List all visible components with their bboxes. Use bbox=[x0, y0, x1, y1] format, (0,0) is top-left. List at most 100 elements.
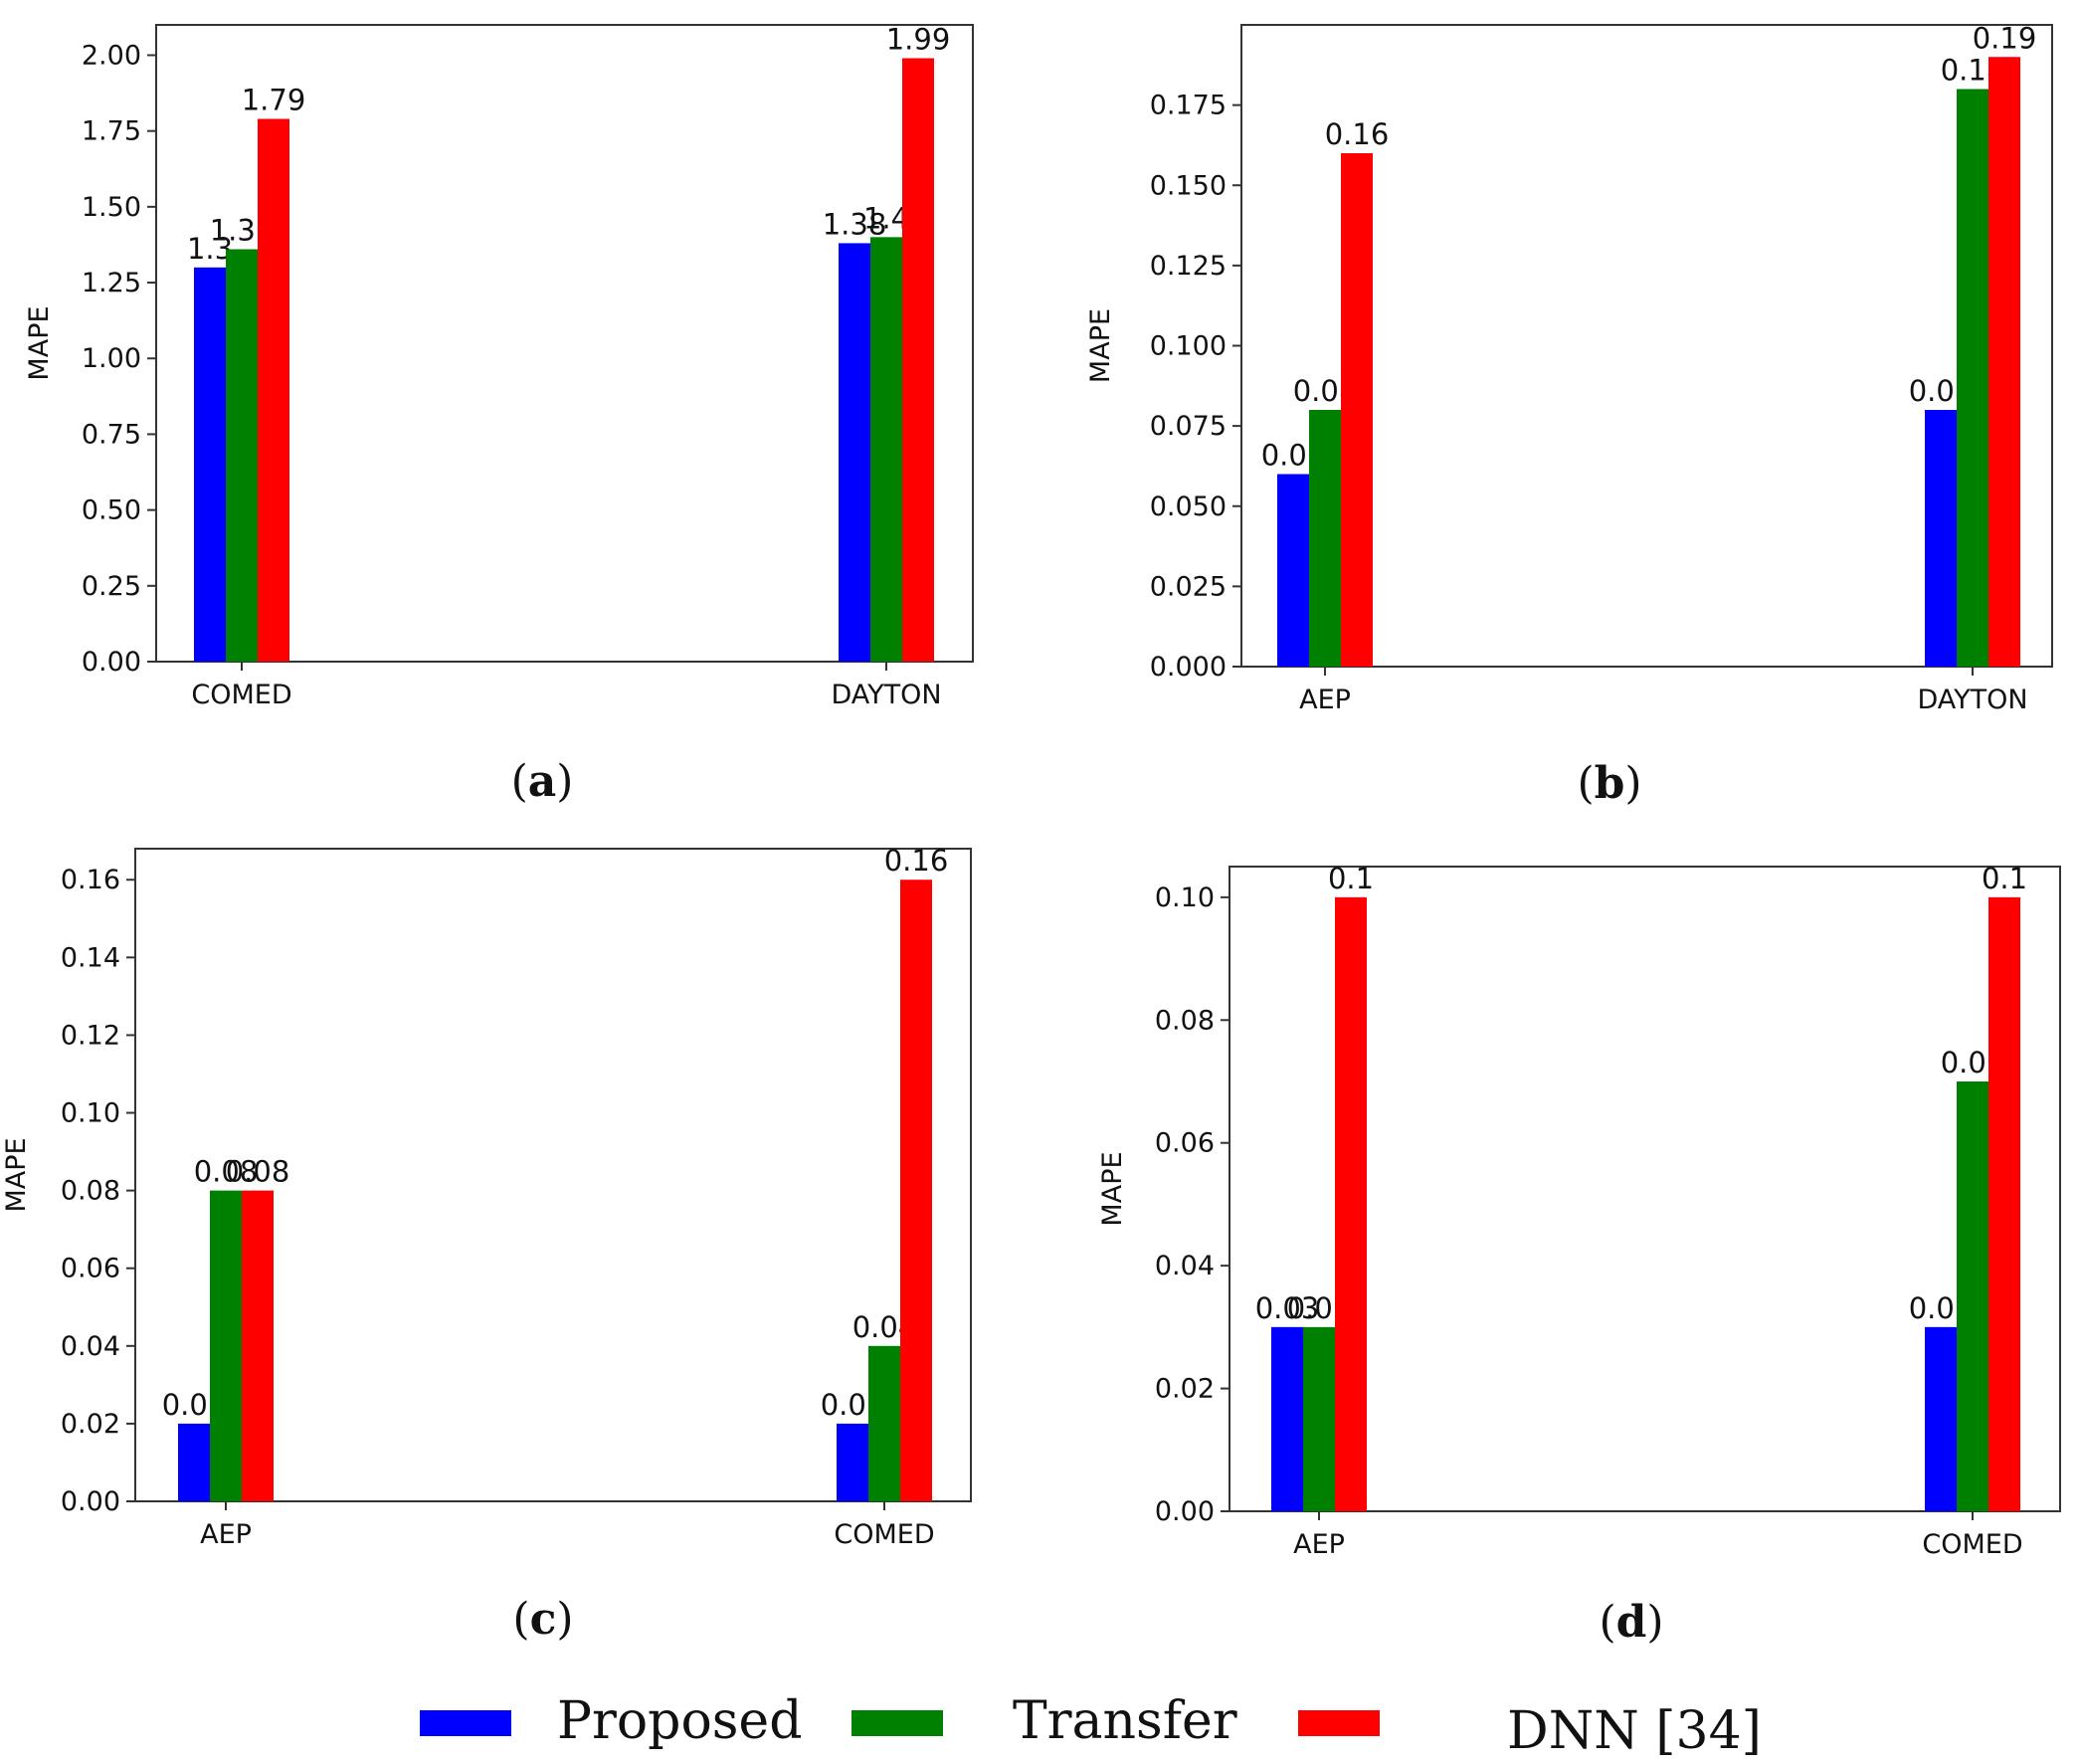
y-tick-label: 0.175 bbox=[1150, 91, 1227, 121]
data-label-dnn-comed: 0.16 bbox=[884, 844, 949, 878]
data-label-dnn-comed: 1.79 bbox=[242, 83, 306, 116]
data-label-proposed-dayton: 1.38 bbox=[823, 207, 887, 241]
legend-swatch-dnn bbox=[1298, 1710, 1380, 1736]
y-tick-label: 0.08 bbox=[1155, 1005, 1215, 1036]
legend-label-proposed: Proposed bbox=[557, 1691, 803, 1751]
panel-caption: (a) bbox=[511, 756, 574, 807]
x-tick-label: COMED bbox=[191, 680, 291, 710]
y-tick-label: 0.050 bbox=[1150, 491, 1227, 522]
y-tick-label: 0.75 bbox=[82, 419, 141, 450]
y-tick-label: 1.75 bbox=[82, 116, 141, 147]
bar-proposed-comed bbox=[194, 267, 226, 662]
y-tick-label: 1.25 bbox=[82, 268, 141, 298]
data-label-dnn-dayton: 0.19 bbox=[1973, 21, 2037, 55]
x-tick-label: DAYTON bbox=[1917, 685, 2027, 715]
bar-proposed-comed bbox=[1925, 1326, 1957, 1511]
bar-transfer-comed bbox=[1957, 1081, 1988, 1511]
y-tick-label: 0.10 bbox=[1155, 882, 1215, 913]
y-tick-label: 1.50 bbox=[82, 192, 141, 223]
legend-label-dnn: DNN [34] bbox=[1507, 1701, 1762, 1761]
legend-swatch-transfer bbox=[851, 1710, 943, 1736]
bar-transfer-dayton bbox=[1957, 89, 1988, 667]
x-tick-label: AEP bbox=[1293, 1529, 1345, 1560]
data-label-dnn-aep: 0.1 bbox=[1328, 862, 1374, 895]
y-tick-label: 0.02 bbox=[1155, 1374, 1215, 1405]
x-tick-label: DAYTON bbox=[831, 680, 941, 710]
y-axis-label: MAPE bbox=[1, 1137, 32, 1212]
bar-transfer-comed bbox=[226, 249, 258, 662]
bar-proposed-dayton bbox=[839, 243, 870, 662]
x-tick-label: AEP bbox=[200, 1519, 252, 1550]
data-label-dnn-aep: 0.08 bbox=[226, 1155, 290, 1189]
y-tick-label: 0.00 bbox=[61, 1486, 120, 1517]
y-tick-label: 0.000 bbox=[1150, 652, 1227, 683]
bar-transfer-dayton bbox=[870, 237, 902, 663]
legend-swatch-proposed bbox=[420, 1710, 511, 1736]
bar-dnn-dayton bbox=[1988, 57, 2020, 667]
data-label-proposed-comed: 1.3 bbox=[187, 232, 233, 266]
y-tick-label: 0.100 bbox=[1150, 331, 1227, 362]
legend-label-transfer: Transfer bbox=[1013, 1691, 1237, 1751]
y-tick-label: 1.00 bbox=[82, 343, 141, 374]
legend: Proposed Transfer DNN [34] bbox=[420, 1691, 1762, 1761]
bar-transfer-comed bbox=[868, 1345, 900, 1501]
bar-transfer-aep bbox=[1309, 410, 1341, 667]
x-tick-label: COMED bbox=[1922, 1529, 2022, 1560]
y-tick-label: 0.12 bbox=[61, 1020, 120, 1051]
bar-dnn-comed bbox=[900, 880, 932, 1501]
y-axis-label: MAPE bbox=[1085, 308, 1116, 383]
y-tick-label: 0.04 bbox=[1155, 1251, 1215, 1281]
y-tick-label: 0.02 bbox=[61, 1409, 120, 1440]
panel-caption: (c) bbox=[512, 1594, 573, 1645]
bar-transfer-aep bbox=[210, 1190, 242, 1501]
bar-dnn-comed bbox=[258, 118, 289, 662]
plot-frame bbox=[1228, 866, 2061, 1512]
bar-dnn-dayton bbox=[902, 58, 934, 663]
y-tick-label: 0.06 bbox=[61, 1254, 120, 1284]
y-tick-label: 0.14 bbox=[61, 942, 120, 973]
bar-dnn-comed bbox=[1988, 896, 2020, 1511]
panel-caption: (d) bbox=[1599, 1597, 1663, 1648]
bar-dnn-aep bbox=[1341, 153, 1373, 667]
data-label-dnn-aep: 0.16 bbox=[1325, 117, 1390, 151]
y-tick-label: 0.075 bbox=[1150, 411, 1227, 442]
y-tick-label: 0.25 bbox=[82, 571, 141, 602]
x-tick-label: AEP bbox=[1299, 685, 1351, 715]
y-tick-label: 2.00 bbox=[82, 40, 141, 71]
y-tick-label: 0.06 bbox=[1155, 1128, 1215, 1159]
chart-panel-b: 0.000 0.025 0.050 0.075 0.100 0.125 0.150 0.175… bbox=[1085, 21, 2053, 809]
y-tick-label: 0.04 bbox=[61, 1331, 120, 1362]
bar-proposed-aep bbox=[1277, 474, 1309, 667]
y-tick-label: 0.125 bbox=[1150, 251, 1227, 282]
plot-frame bbox=[134, 848, 972, 1502]
y-tick-label: 0.025 bbox=[1150, 571, 1227, 602]
data-label-proposed-aep: 0.03 bbox=[1255, 1291, 1320, 1325]
y-tick-label: 0.10 bbox=[61, 1098, 120, 1129]
plot-frame bbox=[155, 24, 974, 663]
bar-proposed-aep bbox=[1271, 1326, 1303, 1511]
bar-proposed-dayton bbox=[1925, 410, 1957, 667]
y-tick-label: 0.150 bbox=[1150, 170, 1227, 201]
chart-panel-d: 0.000.020.040.060.080.10MAPEAEP0.030.030… bbox=[1097, 862, 2061, 1648]
x-tick-label: COMED bbox=[834, 1519, 934, 1550]
data-label-dnn-comed: 0.1 bbox=[1982, 862, 2027, 895]
chart-panel-a: 0.00 0.25 0.50 0.75 1.00 1.25 1.50 1.75 2.00 MAPE… bbox=[24, 23, 974, 807]
y-tick-label: 0.08 bbox=[61, 1176, 120, 1207]
bar-dnn-aep bbox=[242, 1190, 274, 1501]
y-tick-label: 0.50 bbox=[82, 495, 141, 526]
bar-transfer-aep bbox=[1303, 1326, 1335, 1511]
data-label-transfer-aep: 0.08 bbox=[194, 1155, 259, 1189]
chart-panel-c: 0.00 0.02 0.04 0.06 0.08 0.10 0.12 0.14 0.16 MAPE… bbox=[1, 844, 972, 1645]
bar-proposed-aep bbox=[178, 1423, 210, 1501]
y-axis-label: MAPE bbox=[24, 305, 55, 380]
y-tick-label: 0.00 bbox=[1155, 1496, 1215, 1527]
data-label-transfer-dayton: 1.4 bbox=[863, 201, 909, 235]
y-tick-label: 0.16 bbox=[61, 865, 120, 895]
data-label-dnn-dayton: 1.99 bbox=[886, 23, 951, 57]
bar-dnn-aep bbox=[1335, 896, 1367, 1511]
bar-proposed-comed bbox=[837, 1423, 868, 1501]
y-tick-label: 0.00 bbox=[82, 647, 141, 678]
y-axis-label: MAPE bbox=[1097, 1151, 1128, 1226]
panel-caption: (b) bbox=[1577, 758, 1641, 809]
